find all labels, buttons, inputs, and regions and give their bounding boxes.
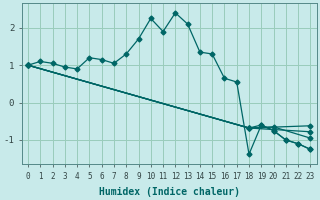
X-axis label: Humidex (Indice chaleur): Humidex (Indice chaleur) <box>99 186 240 197</box>
